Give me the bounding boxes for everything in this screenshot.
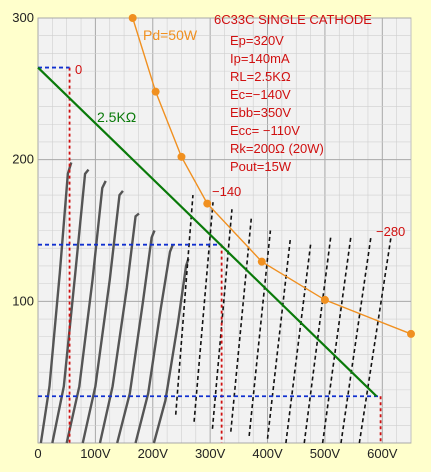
- plate-curve-dashed: [174, 195, 194, 415]
- spec-ebb: Ebb=350V: [230, 105, 291, 120]
- grid-voltage-label-0: 0: [75, 62, 82, 77]
- plate-curve-solid: [65, 180, 107, 444]
- chart-title: 6C33C SINGLE CATHODE: [214, 12, 372, 27]
- spec-rl: RL=2.5KΩ: [230, 69, 291, 84]
- load-line-label: 2.5KΩ: [97, 109, 136, 125]
- spec-ec: Ec=−140V: [230, 87, 291, 102]
- x-tick-label: 400V: [252, 446, 283, 461]
- spec-ep: Ep=320V: [230, 33, 284, 48]
- series-point: [177, 152, 186, 161]
- plate-curve-solid: [152, 258, 190, 444]
- plate-curve-solid: [98, 212, 140, 444]
- grid-voltage-label-280: −280: [376, 224, 405, 239]
- series-layer: [37, 14, 415, 398]
- plate-curve-solid: [81, 190, 124, 444]
- x-tick-label: 600V: [367, 446, 398, 461]
- plate-curve-solid: [134, 244, 174, 444]
- plate-curve-dashed: [266, 237, 292, 439]
- x-tick-label: 200V: [138, 446, 169, 461]
- series-line: [37, 66, 378, 398]
- plate-curve-dashed: [285, 244, 312, 444]
- plate-curve-solid: [116, 230, 156, 444]
- x-tick-label: 0: [34, 446, 41, 461]
- x-tick-label: 500V: [310, 446, 341, 461]
- marker-layer: [38, 66, 382, 443]
- series-point: [128, 14, 137, 22]
- spec-ecc: Ecc= −110V: [230, 123, 300, 138]
- pd-curve-label: Pd=50W: [143, 27, 198, 43]
- plate-curve-dashed: [211, 209, 233, 429]
- series-point: [320, 295, 329, 304]
- spec-ip: Ip=140mA: [230, 51, 290, 66]
- plate-curve-dashed: [193, 202, 214, 422]
- series-point: [203, 199, 212, 208]
- plate-curve-solid: [51, 168, 90, 444]
- spec-rk: Rk=200Ω (20W): [230, 141, 324, 156]
- x-tick-label: 100V: [80, 446, 111, 461]
- x-tick-label: 300V: [195, 446, 226, 461]
- tick-layer: 0 100V 200V 300V 400V 500V 600V 300 200 100: [12, 10, 398, 461]
- y-tick-label: 100: [12, 293, 34, 308]
- y-tick-label: 200: [12, 152, 34, 167]
- series-point: [151, 87, 160, 96]
- y-tick-label: 300: [12, 10, 34, 25]
- spec-pout: Pout=15W: [230, 159, 292, 174]
- series-point: [257, 257, 266, 266]
- series-point: [407, 329, 415, 338]
- grid-voltage-label-140: −140: [212, 184, 241, 199]
